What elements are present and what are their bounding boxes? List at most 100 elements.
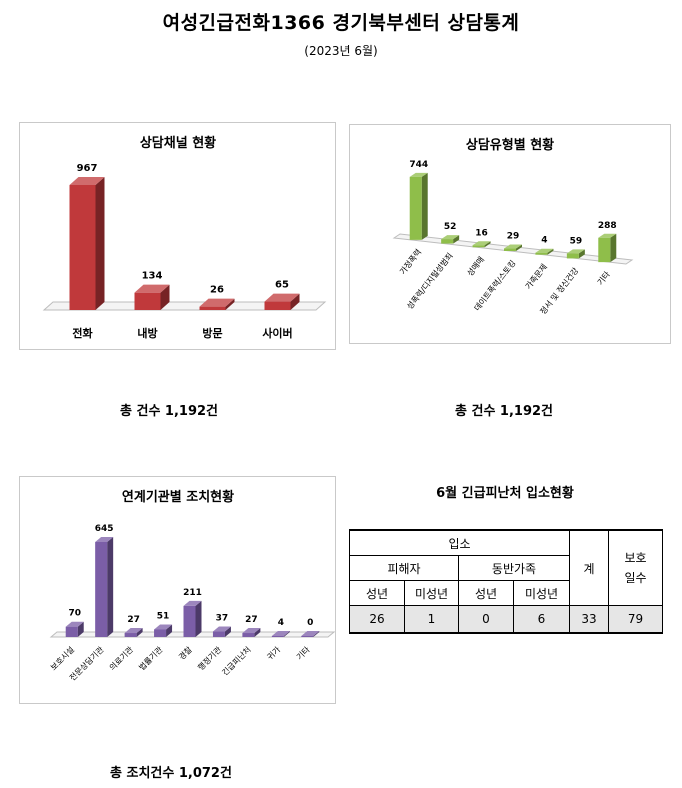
header-total: 계 bbox=[569, 529, 609, 606]
category-label: 내방 bbox=[137, 326, 157, 340]
bar-front bbox=[535, 252, 548, 255]
bar-side bbox=[166, 624, 173, 637]
bar-front bbox=[598, 237, 611, 263]
bar-front bbox=[69, 185, 96, 310]
bar-2 bbox=[441, 235, 460, 244]
category-label: 가족문제 bbox=[524, 262, 549, 291]
page-subtitle: (2023년 6월) bbox=[304, 44, 378, 58]
shelter-table-title: 6월 긴급피난처 입소현황 bbox=[436, 486, 574, 501]
type-total: 총 건수 1,192건 bbox=[455, 404, 554, 419]
header-admission: 입소 bbox=[349, 529, 570, 556]
bar-top bbox=[199, 298, 235, 307]
agency-total: 총 조치건수 1,072건 bbox=[110, 766, 232, 781]
data-label: 967 bbox=[77, 163, 98, 174]
bar-side bbox=[136, 628, 143, 637]
bar-top bbox=[301, 631, 320, 636]
category-label: 의료기관 bbox=[107, 644, 135, 672]
bar-side bbox=[578, 249, 585, 259]
page-title: 여성긴급전화1366 경기북부센터 상담통계 bbox=[162, 12, 520, 34]
bar-front bbox=[409, 176, 422, 240]
bar-top bbox=[65, 621, 84, 627]
bar-top bbox=[441, 235, 460, 240]
chart-title: 상담유형별 현황 bbox=[466, 137, 554, 153]
data-label: 645 bbox=[95, 524, 114, 534]
bar-5 bbox=[535, 248, 554, 255]
bar-front bbox=[271, 636, 284, 637]
bar-6 bbox=[566, 249, 585, 259]
bar-3 bbox=[124, 628, 143, 637]
header-victim: 피해자 bbox=[349, 555, 459, 581]
bar-front bbox=[212, 631, 225, 637]
category-label: 경찰 bbox=[176, 644, 194, 662]
bar-front bbox=[124, 633, 137, 637]
bar-side bbox=[290, 293, 300, 310]
bar-side bbox=[421, 172, 428, 240]
value-family-adult: 0 bbox=[458, 605, 514, 634]
bar-1 bbox=[69, 177, 105, 310]
header-victim-minor: 미성년 bbox=[404, 580, 459, 606]
bar-side bbox=[95, 177, 105, 310]
bar-side bbox=[225, 298, 235, 310]
bar-top bbox=[124, 628, 143, 634]
bar-1 bbox=[409, 172, 428, 240]
bar-6 bbox=[212, 626, 231, 637]
chart-title: 상담채널 현황 bbox=[140, 135, 216, 151]
bar-front bbox=[504, 248, 516, 251]
category-label: 전화 bbox=[72, 326, 92, 340]
bar-8 bbox=[271, 631, 290, 637]
bar-7 bbox=[242, 628, 261, 637]
header-days: 보호 일수 bbox=[608, 529, 663, 606]
bar-top bbox=[134, 284, 170, 293]
data-label: 27 bbox=[127, 615, 140, 625]
data-label: 4 bbox=[541, 236, 547, 246]
bar-1 bbox=[65, 621, 84, 637]
bar-side bbox=[547, 248, 554, 255]
data-label: 288 bbox=[598, 221, 617, 231]
bar-side bbox=[195, 600, 202, 637]
bar-side bbox=[254, 628, 261, 637]
data-label: 52 bbox=[444, 222, 457, 232]
category-label: 사이버 bbox=[262, 326, 292, 340]
header-family-adult: 성년 bbox=[458, 580, 514, 606]
bar-4 bbox=[504, 244, 522, 251]
bar-2 bbox=[134, 284, 170, 310]
data-label: 0 bbox=[307, 618, 313, 628]
bar-side bbox=[313, 631, 320, 637]
bar-front bbox=[154, 629, 167, 637]
bar-side bbox=[77, 621, 84, 637]
bar-front bbox=[264, 301, 291, 310]
value-total: 33 bbox=[569, 605, 609, 634]
bar-front bbox=[199, 306, 226, 310]
data-label: 4 bbox=[278, 618, 284, 628]
bar-front bbox=[134, 292, 161, 310]
channel-chart-panel: 상담채널 현황 967 전화 134 내방 26 방문 65 사이버 bbox=[19, 122, 336, 350]
data-label: 211 bbox=[183, 588, 202, 598]
type-chart: 상담유형별 현황744가정폭력52성폭력/디지털성범죄16성매매29데이트폭력/… bbox=[392, 137, 634, 316]
data-label: 65 bbox=[275, 280, 289, 291]
bar-3 bbox=[472, 241, 491, 248]
bar-7 bbox=[598, 233, 617, 263]
bar-top bbox=[242, 628, 261, 634]
shelter-table: 입소 계 보호 일수 피해자 동반가족 성년 미성년 성년 미성년 26 1 0… bbox=[349, 529, 663, 634]
bar-top bbox=[95, 537, 114, 542]
data-label: 744 bbox=[409, 160, 428, 170]
agency-chart-panel: 연계기관별 조치현황 70 보호시설 645 전문상담기관 27 의료기관 51 법률기관 211… bbox=[19, 476, 336, 704]
data-label: 134 bbox=[142, 271, 163, 282]
category-label: 가정폭력 bbox=[397, 247, 423, 276]
type-chart-panel: 상담유형별 현황 744 가정폭력 52 성폭력/디지털성범죄 16 성매매 29 데이트폭력/… bbox=[349, 124, 671, 344]
value-victim-adult: 26 bbox=[349, 605, 405, 634]
category-label: 귀가 bbox=[265, 644, 283, 662]
bar-top bbox=[409, 172, 428, 177]
bar-top bbox=[183, 600, 202, 606]
bar-front bbox=[65, 626, 78, 637]
value-family-minor: 6 bbox=[513, 605, 570, 634]
category-label: 긴급피난처 bbox=[220, 644, 253, 677]
bar-4 bbox=[264, 293, 300, 310]
bar-4 bbox=[154, 624, 173, 637]
bar-side bbox=[283, 631, 290, 637]
channel-chart: 상담채널 현황 967 전화 134 내방 26 방문 65 사이버 bbox=[42, 135, 327, 340]
bar-5 bbox=[183, 600, 202, 637]
data-label: 29 bbox=[507, 232, 520, 242]
bar-top bbox=[566, 249, 585, 254]
bar-top bbox=[271, 631, 290, 636]
